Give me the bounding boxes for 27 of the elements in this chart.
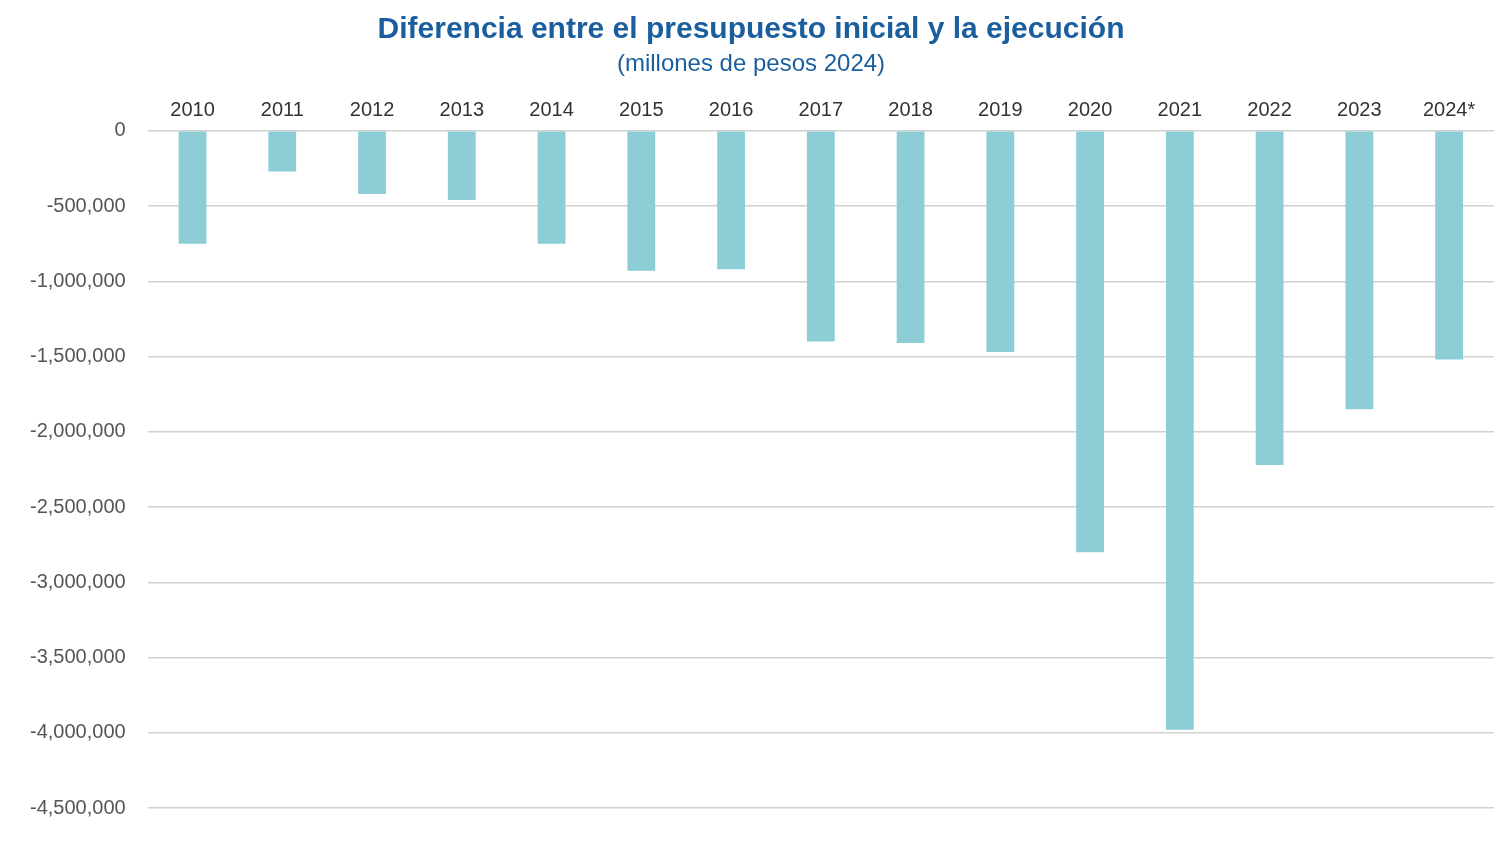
x-tick-label: 2022 bbox=[1247, 98, 1292, 121]
x-tick-label: 2017 bbox=[798, 98, 844, 121]
x-tick-label: 2015 bbox=[619, 98, 664, 121]
x-tick-label: 2016 bbox=[708, 98, 754, 121]
y-tick-label: -3,000,000 bbox=[29, 569, 126, 592]
y-tick-label: -2,500,000 bbox=[29, 494, 126, 517]
x-tick-label: 2010 bbox=[170, 98, 215, 121]
x-tick-label: 2020 bbox=[1067, 98, 1113, 121]
y-tick-label: -2,000,000 bbox=[29, 419, 126, 442]
x-tick-label: 2011 bbox=[260, 98, 304, 121]
chart-title: Diferencia entre el presupuesto inicial y la ejecución bbox=[377, 11, 1125, 45]
x-tick-label: 2013 bbox=[439, 98, 485, 121]
x-tick-label: 2024* bbox=[1422, 98, 1476, 121]
y-tick-label: -3,500,000 bbox=[29, 645, 126, 668]
x-tick-label: 2021 bbox=[1157, 98, 1203, 121]
x-tick-label: 2012 bbox=[349, 98, 395, 121]
y-tick-label: -4,500,000 bbox=[29, 795, 126, 818]
x-tick-label: 2018 bbox=[888, 98, 933, 121]
y-tick-label: 0 bbox=[114, 118, 126, 141]
chart-subtitle: (millones de pesos 2024) bbox=[616, 49, 886, 77]
y-tick-label: -4,000,000 bbox=[29, 720, 126, 743]
x-tick-label: 2014 bbox=[529, 98, 574, 121]
x-tick-label: 2019 bbox=[978, 98, 1023, 121]
y-tick-label: -1,500,000 bbox=[29, 344, 126, 367]
y-tick-label: -1,000,000 bbox=[29, 268, 126, 291]
x-tick-label: 2023 bbox=[1337, 98, 1382, 121]
y-tick-label: -500,000 bbox=[46, 193, 126, 216]
